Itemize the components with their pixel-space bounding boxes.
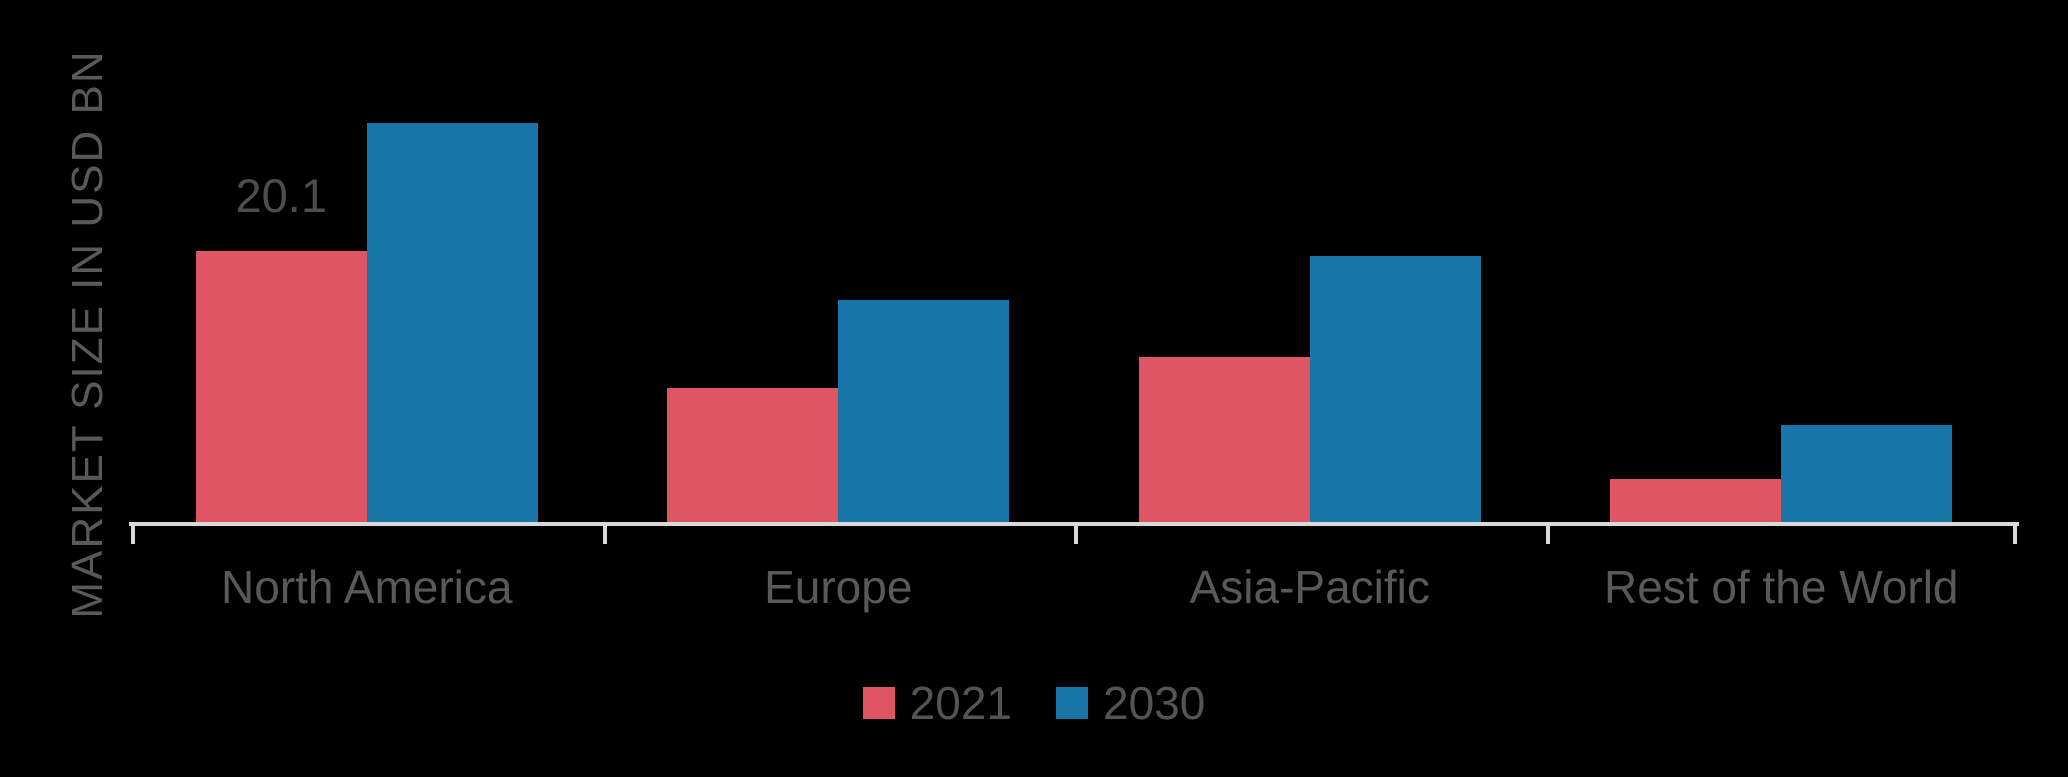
legend-item-2030: 2030: [1056, 680, 1205, 726]
legend-swatch-2030: [1056, 687, 1088, 719]
bar-2030-europe: [838, 300, 1010, 524]
x-axis-tick: [1546, 524, 1550, 544]
bar-2021-north-america: [195, 251, 367, 524]
category-label-asia-pacific: Asia-Pacific: [1189, 561, 1430, 613]
category-label-north-america: North America: [221, 561, 513, 613]
x-axis-tick: [1074, 524, 1078, 544]
legend-item-2021: 2021: [862, 677, 1012, 729]
bar-2030-asia-pacific: [1309, 256, 1481, 524]
category-label-europe: Europe: [764, 561, 913, 613]
y-axis-title: MARKET SIZE IN USD BN: [63, 49, 112, 619]
legend-label-2021: 2021: [909, 677, 1012, 729]
x-axis-tick: [131, 524, 135, 544]
bar-2030-rest-of-the-world: [1781, 425, 1953, 524]
bar-2021-asia-pacific: [1138, 357, 1310, 524]
x-axis-tick: [2013, 524, 2017, 544]
category-label-rest-of-world: Rest of the World: [1603, 561, 1959, 613]
x-axis-category-labels: North America Europe Asia-Pacific Rest o…: [131, 560, 2017, 614]
bar-2021-europe: [667, 388, 839, 524]
bar-2030-north-america: [366, 123, 538, 524]
legend: 2021 2030: [0, 680, 2068, 726]
legend-swatch-2021: [862, 687, 895, 719]
data-label-2021-north-america: 20.1: [235, 169, 327, 222]
legend-label-2030: 2030: [1103, 677, 1206, 729]
x-axis-tick: [603, 524, 607, 544]
bar-2021-rest-of-the-world: [1610, 479, 1782, 524]
plot-area: 20.1: [131, 0, 2017, 524]
